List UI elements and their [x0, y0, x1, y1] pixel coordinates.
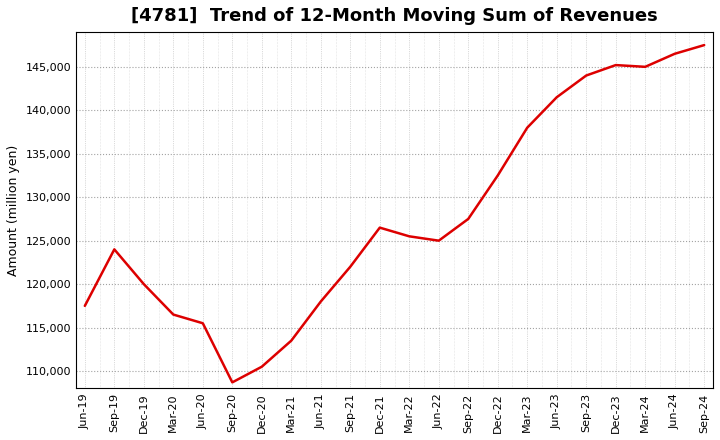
Y-axis label: Amount (million yen): Amount (million yen): [7, 145, 20, 276]
Title: [4781]  Trend of 12-Month Moving Sum of Revenues: [4781] Trend of 12-Month Moving Sum of R…: [131, 7, 658, 25]
